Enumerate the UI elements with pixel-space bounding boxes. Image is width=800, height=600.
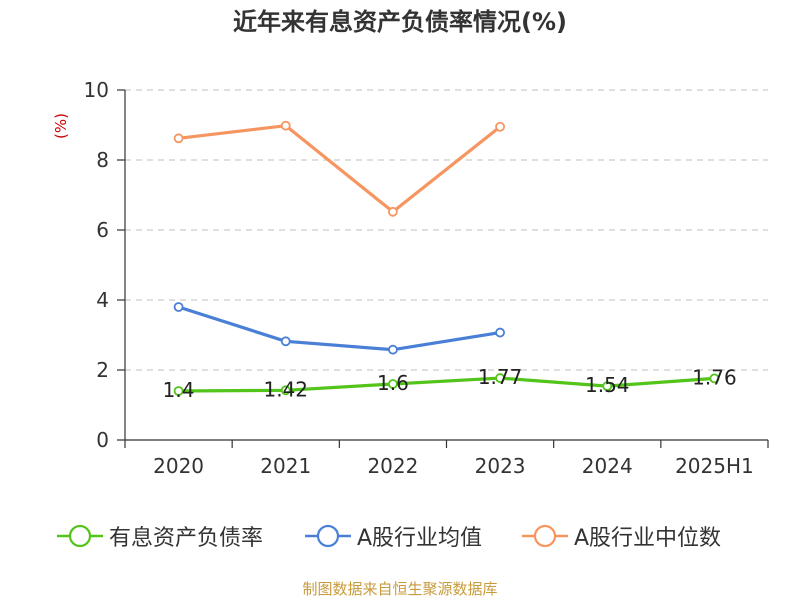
data-point	[388, 206, 398, 217]
legend-swatch-icon	[305, 524, 351, 548]
chart-title: 近年来有息资产负债率情况(%)	[233, 8, 567, 36]
y-tick-label: 8	[96, 148, 109, 172]
data-point	[709, 373, 720, 384]
series-lines	[178, 124, 715, 393]
legend-swatch-icon	[57, 524, 103, 548]
y-tick-labels: 0 2 4 6 8 10	[84, 78, 109, 452]
data-point	[173, 386, 184, 396]
legend-item[interactable]: 有息资产负债率	[57, 518, 263, 554]
x-tick-label: 2024	[582, 454, 633, 478]
x-tick-label: 2022	[367, 454, 418, 478]
y-tick-label: 2	[96, 358, 109, 382]
data-labels: 1.4 1.42 1.6 1.77 1.54 1.76	[163, 365, 737, 402]
data-label: 1.6	[377, 371, 409, 395]
data-label: 1.42	[263, 377, 308, 401]
legend-label: A股行业均值	[357, 526, 483, 551]
data-point	[173, 302, 184, 312]
data-point	[602, 381, 613, 392]
x-tick-label: 2021	[260, 454, 311, 478]
gridlines	[125, 89, 768, 371]
data-point	[388, 379, 398, 389]
legend-label: 有息资产负债率	[109, 526, 264, 551]
series-points	[173, 120, 720, 396]
data-label: 1.77	[478, 365, 523, 389]
data-point	[388, 344, 398, 355]
y-tick-label: 4	[96, 288, 109, 312]
legend-label: A股行业中位数	[574, 526, 722, 551]
y-axis-unit-label: (%)	[52, 113, 70, 139]
legend-swatch-icon	[522, 524, 568, 548]
axes	[117, 89, 769, 448]
data-label: 1.54	[585, 373, 630, 397]
data-point	[173, 133, 184, 144]
legend-item[interactable]: A股行业均值	[305, 518, 482, 554]
y-tick-label: 0	[96, 428, 109, 452]
series-line	[178, 124, 502, 214]
data-point	[280, 336, 291, 347]
series-line	[178, 305, 501, 352]
data-point	[495, 327, 505, 338]
y-tick-label: 10	[84, 78, 109, 102]
data-point	[495, 121, 505, 132]
x-tick-label: 2023	[475, 454, 526, 478]
x-tick-label: 2025H1	[675, 454, 754, 478]
y-tick-label: 6	[96, 218, 109, 242]
data-label: 1.4	[163, 378, 195, 402]
x-tick-label: 2020	[153, 454, 204, 478]
data-label: 1.76	[692, 365, 737, 389]
data-point	[280, 385, 291, 396]
data-point	[280, 120, 291, 131]
series-line	[178, 376, 715, 393]
data-point	[495, 373, 505, 383]
legend: 有息资产负债率 A股行业均值 A股行业中位数	[0, 518, 800, 554]
source-note: 制图数据来自恒生聚源数据库	[302, 580, 498, 598]
x-tick-labels: 2020 2021 2022 2023 2024 2025H1	[153, 454, 754, 478]
legend-item[interactable]: A股行业中位数	[522, 518, 721, 554]
